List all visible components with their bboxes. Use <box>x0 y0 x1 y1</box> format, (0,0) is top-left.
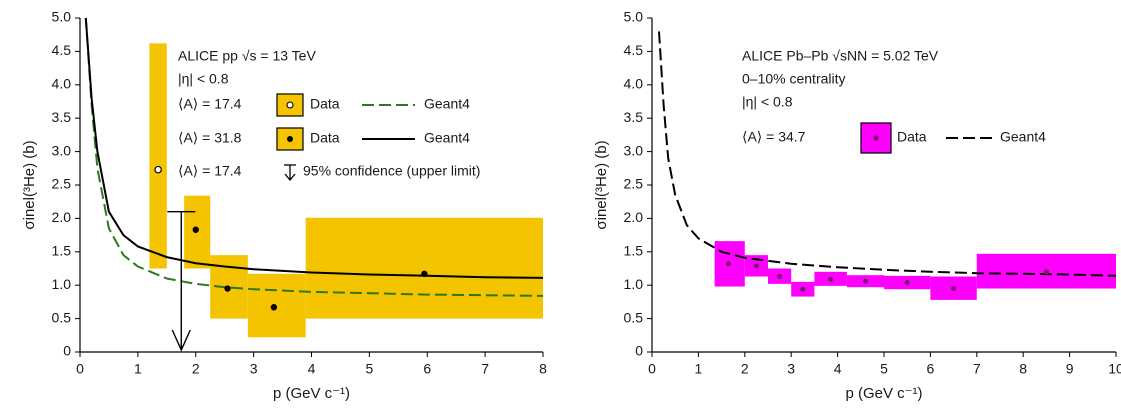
annotation-line: |η| < 0.8 <box>178 71 229 87</box>
y-tick-label: 3.0 <box>52 142 72 158</box>
annotation-line: ALICE Pb–Pb √sNN = 5.02 TeV <box>742 48 939 64</box>
y-tick-label: 1.0 <box>624 276 644 292</box>
x-tick-label: 10 <box>1108 361 1121 377</box>
y-tick-label: 0.5 <box>52 309 72 325</box>
x-axis-label: p (GeV c⁻¹) <box>845 385 922 402</box>
legend-prefix: ⟨A⟩ = 17.4 <box>178 163 242 179</box>
x-tick-label: 1 <box>134 361 142 377</box>
y-axis-label: σinel(³He) (b) <box>21 140 38 229</box>
y-tick-label: 4.5 <box>52 42 72 58</box>
x-tick-label: 7 <box>973 361 981 377</box>
x-tick-label: 2 <box>741 361 749 377</box>
y-tick-label: 3.5 <box>52 109 72 125</box>
uncertainty-box <box>248 274 306 337</box>
x-tick-label: 4 <box>834 361 842 377</box>
y-tick-label: 4.5 <box>624 42 644 58</box>
x-axis-label: p (GeV c⁻¹) <box>273 385 350 402</box>
y-tick-label: 5.0 <box>624 9 644 25</box>
legend-prefix: ⟨A⟩ = 31.8 <box>178 130 242 146</box>
x-tick-label: 8 <box>1019 361 1027 377</box>
y-tick-label: 5.0 <box>52 9 72 25</box>
data-point <box>828 277 833 282</box>
data-point <box>421 271 427 277</box>
x-tick-label: 0 <box>76 361 84 377</box>
y-tick-label: 1.5 <box>624 243 644 259</box>
data-point-open <box>155 166 161 172</box>
legend-line-label: Geant4 <box>424 96 470 112</box>
legend-prefix: ⟨A⟩ = 34.7 <box>742 129 806 145</box>
data-point <box>754 263 759 268</box>
legend-label: Data <box>310 96 340 112</box>
annotation-line: ALICE pp √s = 13 TeV <box>178 48 316 64</box>
legend-label: 95% confidence (upper limit) <box>303 163 480 179</box>
x-tick-label: 3 <box>787 361 795 377</box>
x-tick-label: 8 <box>539 361 547 377</box>
x-tick-label: 5 <box>880 361 888 377</box>
data-point <box>905 280 910 285</box>
legend-prefix: ⟨A⟩ = 17.4 <box>178 96 242 112</box>
x-tick-label: 4 <box>308 361 316 377</box>
y-tick-label: 1.5 <box>52 243 72 259</box>
legend-marker-filled <box>287 136 293 142</box>
data-point <box>863 279 868 284</box>
x-tick-label: 1 <box>695 361 703 377</box>
y-tick-label: 0 <box>63 343 71 359</box>
x-tick-label: 2 <box>192 361 200 377</box>
y-tick-label: 0.5 <box>624 309 644 325</box>
y-tick-label: 2.0 <box>624 209 644 225</box>
x-tick-label: 6 <box>927 361 935 377</box>
x-tick-label: 6 <box>423 361 431 377</box>
right-chart-panel: 0 1 2 3 4 5 6 7 8 9 10 0 0.5 1.0 1.5 2.0 2.5 3.0 3.5 4.0 4.5… <box>593 9 1121 402</box>
data-point <box>1044 269 1049 274</box>
legend-marker-filled <box>873 135 878 140</box>
left-chart-panel: 0 1 2 3 4 5 6 7 8 0 0.5 1.0 1.5 2.0 2.5 3.0 3.5 4.0 4.5 5.0… <box>21 9 547 402</box>
annotation-line: |η| < 0.8 <box>742 94 793 110</box>
y-tick-label: 0 <box>635 343 643 359</box>
x-tick-label: 5 <box>365 361 373 377</box>
uncertainty-box <box>149 43 166 268</box>
y-tick-label: 2.5 <box>624 176 644 192</box>
data-point <box>193 227 199 233</box>
uncertainty-box <box>306 218 543 319</box>
y-tick-label: 4.0 <box>624 76 644 92</box>
y-axis-label: σinel(³He) (b) <box>593 140 610 229</box>
data-point <box>800 287 805 292</box>
y-tick-label: 3.0 <box>624 142 644 158</box>
x-tick-label: 0 <box>648 361 656 377</box>
x-tick-label: 3 <box>250 361 258 377</box>
y-tick-label: 3.5 <box>624 109 644 125</box>
legend-marker-open <box>287 102 293 108</box>
y-tick-label: 2.5 <box>52 176 72 192</box>
data-point <box>726 261 731 266</box>
y-tick-label: 2.0 <box>52 209 72 225</box>
data-point <box>224 285 230 291</box>
y-tick-label: 4.0 <box>52 76 72 92</box>
x-tick-label: 7 <box>481 361 489 377</box>
data-point <box>777 274 782 279</box>
legend-label: Data <box>897 129 927 145</box>
legend-label: Data <box>310 130 340 146</box>
legend-line-label: Geant4 <box>424 130 470 146</box>
data-point <box>271 304 277 310</box>
x-tick-label: 9 <box>1066 361 1074 377</box>
legend-line-label: Geant4 <box>1000 129 1046 145</box>
annotation-line: 0–10% centrality <box>742 71 846 87</box>
data-point <box>951 286 956 291</box>
y-tick-label: 1.0 <box>52 276 72 292</box>
